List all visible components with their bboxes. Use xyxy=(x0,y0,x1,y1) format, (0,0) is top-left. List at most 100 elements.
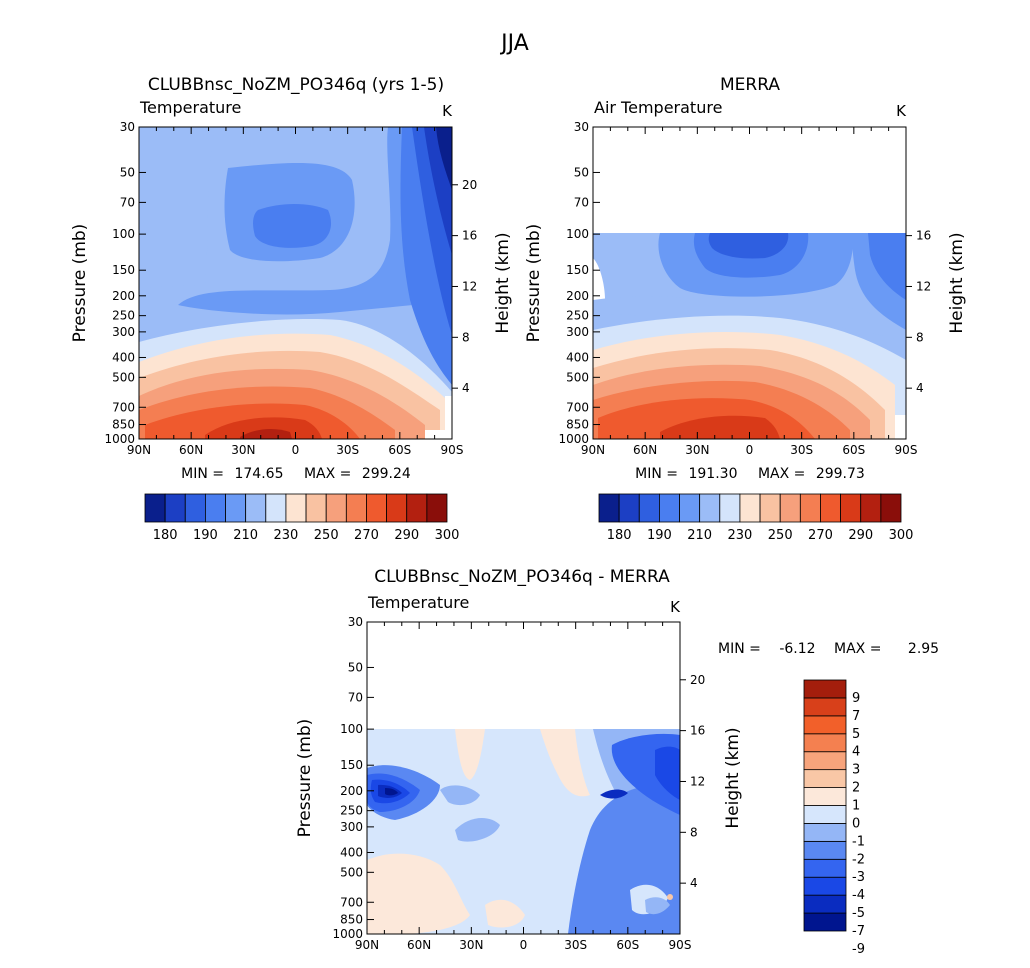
panel-merra-y2tick-label: 4 xyxy=(916,381,924,395)
panel-diff-colorbar-label: 5 xyxy=(852,727,860,742)
panel-merra-min-label: MIN = xyxy=(635,466,678,482)
panel-diff-colorbar-label: 3 xyxy=(852,763,860,778)
panel-merra-ytick-label: 50 xyxy=(574,165,589,179)
panel-merra-xtick-label: 60S xyxy=(842,443,865,457)
panel-diff-xtick-label: 0 xyxy=(520,938,528,952)
panel-model-colorbar-swatch xyxy=(305,493,327,523)
panel-merra-xtick-label: 90N xyxy=(581,443,605,457)
panel-diff-units: K xyxy=(670,598,681,616)
panel-merra-min-value: 191.30 xyxy=(688,466,737,482)
panel-merra-colorbar-swatch xyxy=(719,493,741,523)
panel-merra-colorbar-swatch xyxy=(679,493,701,523)
panel-diff-title: CLUBBnsc_NoZM_PO346q - MERRA xyxy=(374,567,670,587)
panel-diff-ytick-label: 700 xyxy=(340,895,363,909)
panel-model-y2tick-label: 12 xyxy=(462,279,477,293)
panel-diff-xtick-label: 60N xyxy=(407,938,431,952)
panel-diff-colorbar-swatch xyxy=(803,715,847,735)
panel-merra-colorbar-label: 230 xyxy=(728,528,753,543)
panel-merra-colorbar: 180 190 210 230 250 270 290 300 xyxy=(598,493,914,543)
panel-model-colorbar-swatch xyxy=(184,493,206,523)
panel-diff-y2tick-label: 16 xyxy=(690,724,705,738)
panel-merra-colorbar-swatch xyxy=(779,493,801,523)
panel-model-xtick-label: 0 xyxy=(292,443,300,457)
panel-merra-colorbar-label: 300 xyxy=(889,528,914,543)
panel-merra-ytick-label: 250 xyxy=(566,309,589,323)
panel-diff-ytick-label: 250 xyxy=(340,804,363,818)
panel-diff-ytick-label: 50 xyxy=(348,660,363,674)
panel-diff-colorbar-swatch xyxy=(803,805,847,824)
panel-merra-y2label: Height (km) xyxy=(947,232,967,333)
panel-merra-ytick-label: 1000 xyxy=(558,432,589,446)
panel-model-colorbar-swatch xyxy=(285,493,307,523)
panel-merra-colorbar-label: 190 xyxy=(647,528,672,543)
panel-model-colorbar-label: 300 xyxy=(435,528,460,543)
panel-model-colorbar-swatch xyxy=(225,493,247,523)
panel-merra-xtick-label: 60N xyxy=(633,443,657,457)
panel-diff-y2tick-label: 4 xyxy=(690,876,698,890)
panel-diff-colorbar-label: -3 xyxy=(852,870,865,885)
panel-model-xtick-label: 30N xyxy=(231,443,255,457)
panel-model-colorbar-swatch xyxy=(325,493,347,523)
panel-diff-colorbar-label: -7 xyxy=(852,924,865,939)
panel-model-ytick-label: 400 xyxy=(112,350,135,364)
panel-diff-colorbar-label: 7 xyxy=(852,709,860,724)
panel-diff-max-value: 2.95 xyxy=(908,641,939,657)
panel-diff-colorbar-swatch xyxy=(803,823,847,842)
panel-merra-colorbar-label: 290 xyxy=(848,528,873,543)
panel-diff-variable: Temperature xyxy=(367,593,469,612)
panel-merra-xtick-label: 30S xyxy=(790,443,813,457)
panel-model-colorbar-swatch xyxy=(386,493,408,523)
panel-merra-title: MERRA xyxy=(720,75,780,95)
panel-model-max-label: MAX = xyxy=(304,466,351,482)
panel-model-colorbar-label: 190 xyxy=(193,528,218,543)
panel-merra-y2tick-label: 8 xyxy=(916,330,924,344)
panel-diff-y2label: Height (km) xyxy=(723,727,743,828)
panel-merra-xtick-label: 0 xyxy=(746,443,754,457)
panel-diff-ylabel: Pressure (mb) xyxy=(295,719,315,838)
panel-diff-colorbar-swatch xyxy=(803,733,847,753)
panel-merra-stats: MIN = 191.30 MAX = 299.73 xyxy=(635,466,865,482)
panel-merra-colorbar-label: 270 xyxy=(808,528,833,543)
panel-diff-colorbar-label: 2 xyxy=(852,781,860,796)
panel-diff-xtick-label: 30N xyxy=(459,938,483,952)
panel-model-xtick-label: 30S xyxy=(336,443,359,457)
panel-diff-min-value: -6.12 xyxy=(779,641,815,657)
panel-model-colorbar-label: 270 xyxy=(354,528,379,543)
panel-model-min-label: MIN = xyxy=(181,466,224,482)
panel-diff-ytick-label: 150 xyxy=(340,758,363,772)
panel-merra-ytick-label: 400 xyxy=(566,350,589,364)
panel-model-y2tick-label: 20 xyxy=(462,178,477,192)
panel-model-y2tick-label: 4 xyxy=(462,381,470,395)
panel-model-colorbar-swatch xyxy=(245,493,267,523)
panel-model-y2tick-label: 16 xyxy=(462,229,477,243)
panel-model-ytick-label: 30 xyxy=(120,120,135,134)
panel-diff-colorbar-label: 1 xyxy=(852,799,860,814)
panel-diff-colorbar-swatch xyxy=(803,912,847,932)
panel-merra-colorbar-swatch xyxy=(618,493,640,523)
panel-diff-colorbar-swatch xyxy=(803,751,847,771)
panel-model-colorbar-swatch xyxy=(144,493,166,523)
panel-merra-xtick-label: 90S xyxy=(895,443,918,457)
panel-merra-colorbar-swatch xyxy=(860,493,882,523)
panel-diff-y2tick-label: 12 xyxy=(690,774,705,788)
panel-model-colorbar-label: 230 xyxy=(274,528,299,543)
panel-diff-colorbar-swatch xyxy=(803,769,847,788)
panel-model-ytick-label: 500 xyxy=(112,370,135,384)
panel-diff-colorbar-swatch xyxy=(803,894,847,914)
panel-diff-axes: 90N 60N 30N 0 30S 60S 90S 30 50 70 100 150 200 250 300… xyxy=(332,615,705,952)
panel-model-min-value: 174.65 xyxy=(234,466,283,482)
panel-merra-ytick-label: 700 xyxy=(566,400,589,414)
panel-model-xtick-label: 60S xyxy=(388,443,411,457)
panel-merra-colorbar-swatch xyxy=(880,493,902,523)
panel-merra-ytick-label: 100 xyxy=(566,227,589,241)
panel-merra-xtick-label: 30N xyxy=(685,443,709,457)
panel-merra-colorbar-swatch xyxy=(820,493,842,523)
panel-model-colorbar-swatch xyxy=(345,493,367,523)
panel-model-colorbar-label: 210 xyxy=(233,528,258,543)
panel-model-units: K xyxy=(442,102,453,120)
panel-merra-colorbar-swatch xyxy=(598,493,620,523)
panel-diff-colorbar-label: 4 xyxy=(852,745,860,760)
panel-merra-colorbar-swatch xyxy=(699,493,721,523)
panel-diff-xtick-label: 90N xyxy=(355,938,379,952)
panel-merra-max-label: MAX = xyxy=(758,466,805,482)
